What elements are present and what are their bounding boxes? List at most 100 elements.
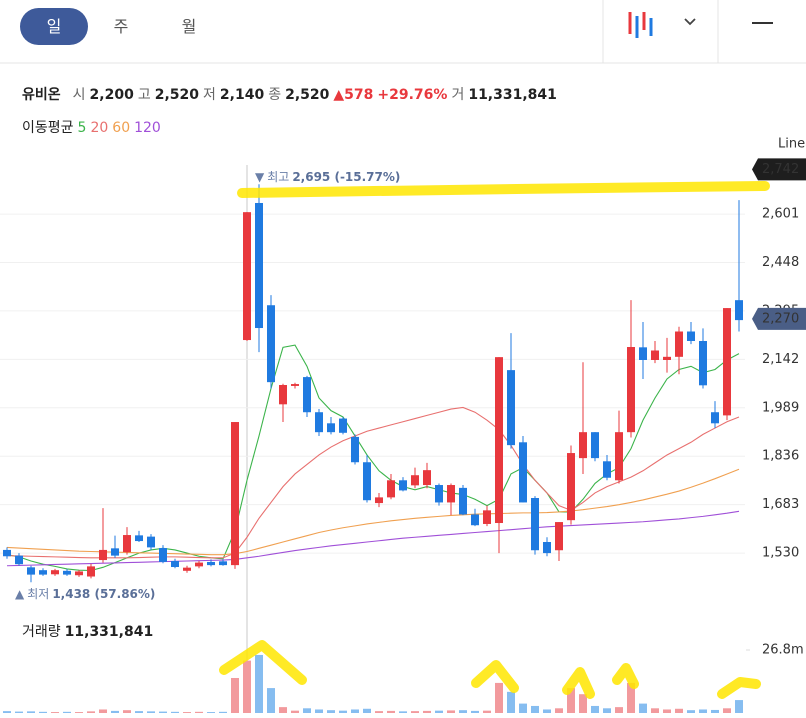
change-pct: +29.76% — [377, 87, 448, 103]
volume-bar — [363, 708, 371, 713]
candle-body — [123, 535, 131, 553]
volume-bar — [147, 711, 155, 713]
candle-body — [627, 347, 635, 433]
scale-mode[interactable]: Linea — [778, 137, 806, 152]
candle-body — [87, 566, 95, 577]
volume-bar — [447, 710, 455, 713]
candle-body — [147, 536, 155, 548]
dropdown-chevron[interactable] — [684, 18, 696, 26]
volume-bar — [219, 711, 227, 713]
volume-bar — [579, 694, 587, 713]
volume-bar — [651, 708, 659, 713]
volume-bar — [375, 711, 383, 713]
volume-bar — [15, 711, 23, 713]
y-tick-label: 2,601 — [762, 207, 799, 222]
label: 거 — [451, 87, 465, 103]
candle-body — [639, 347, 647, 360]
volume-bar — [207, 712, 215, 713]
ma-line — [6, 406, 740, 559]
tab[interactable]: 일 — [20, 8, 88, 45]
volume-bar — [111, 710, 119, 713]
candle-body — [339, 418, 347, 433]
y-tick-label: 1,683 — [762, 497, 799, 512]
price-tag-label: 2,742 — [762, 162, 799, 177]
candle-body — [291, 384, 299, 386]
stock-name: 유비온 — [22, 87, 61, 103]
candle-body — [591, 432, 599, 459]
volume-bar — [327, 710, 335, 713]
ma-line — [6, 468, 740, 556]
tab[interactable]: 주 — [113, 17, 129, 36]
legend-entry: 20 — [90, 120, 109, 136]
candle-body — [351, 436, 359, 463]
volume-bar — [519, 703, 527, 713]
candle-body — [411, 475, 419, 486]
annotation-label: 최고 — [267, 170, 289, 184]
candle-body — [435, 485, 443, 503]
candle-body — [135, 535, 143, 542]
volume-bar — [567, 688, 575, 713]
volume-bar — [411, 711, 419, 713]
candle-body — [159, 548, 167, 562]
candle-body — [195, 562, 203, 567]
candle-body — [15, 555, 23, 565]
candle-body — [27, 567, 35, 575]
volume-bar — [303, 708, 311, 713]
candle-body — [699, 341, 707, 386]
y-tick-label: 26.8m — [762, 643, 804, 658]
volume-bar — [615, 707, 623, 713]
volume-bar — [531, 705, 539, 713]
volume-bar — [663, 709, 671, 713]
price-tag-box — [752, 307, 806, 330]
volume-value: 11,331,841 — [64, 624, 154, 640]
annotation: ▲ 최저 1,438 (57.86%) — [15, 587, 155, 601]
candle-body — [723, 308, 731, 416]
volume-bar — [243, 660, 251, 713]
y-tick-label: 1,989 — [762, 400, 799, 415]
volume-bar — [123, 710, 131, 713]
candle-body — [603, 461, 611, 478]
annotation-label: 최저 — [27, 587, 49, 601]
volume-bar — [267, 688, 275, 713]
volume-bar — [3, 711, 11, 713]
candle-body — [735, 300, 743, 321]
candle-body — [219, 561, 227, 566]
volume-bar — [591, 705, 599, 713]
label: 종 — [268, 87, 282, 103]
volume-bar — [423, 710, 431, 713]
value: 2,520 — [285, 87, 330, 103]
volume-bar — [27, 711, 35, 713]
y-tick-label: 1,836 — [762, 449, 799, 464]
candle-body — [303, 377, 311, 413]
quote-row: 유비온 시 2,200 고 2,520 저 2,140 종 2,520 ▲578 +29… — [22, 84, 557, 104]
chart-type-icon[interactable] — [628, 12, 653, 38]
volume-bar — [471, 710, 479, 713]
price-tag-box — [752, 158, 806, 181]
volume-bar — [603, 708, 611, 713]
annotation: ▼ 최고 2,695 (-15.77%) — [255, 170, 400, 184]
candle-body — [279, 385, 287, 405]
candle-body — [531, 498, 539, 551]
candle-body — [399, 480, 407, 491]
volume-bar — [195, 711, 203, 713]
candle-body — [507, 370, 515, 446]
volume-bar — [543, 709, 551, 713]
label: 저 — [203, 87, 216, 103]
volume-bar — [51, 712, 59, 713]
tab[interactable]: 월 — [181, 17, 197, 36]
candle-body — [111, 548, 119, 556]
annotation-marker: ▼ — [255, 170, 265, 184]
volume-bar — [351, 709, 359, 713]
candle-body — [63, 570, 71, 575]
legend: 이동평균 5 20 60 120 — [22, 117, 161, 137]
volume-bar — [675, 708, 683, 713]
price-tag-label: 2,270 — [762, 311, 799, 326]
candle-body — [483, 510, 491, 524]
candle-body — [327, 423, 335, 433]
candle-body — [171, 561, 179, 568]
candle-body — [459, 487, 467, 515]
volume-bar — [639, 703, 647, 713]
volume-bar — [495, 682, 503, 713]
volume-bar — [75, 712, 83, 713]
